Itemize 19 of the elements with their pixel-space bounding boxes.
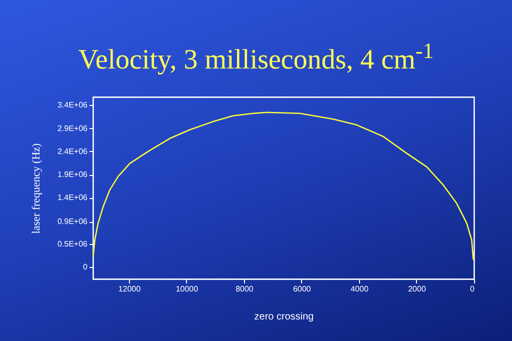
y-tick-label: 0	[83, 262, 88, 272]
y-tick-label: 0.5E+06	[57, 239, 88, 248]
y-tick-label: 2.9E+06	[57, 124, 88, 133]
y-tick-label: 2.4E+06	[57, 146, 88, 156]
chart-title: Velocity, 3 milliseconds, 4 cm$^{-1}$	[77, 38, 435, 76]
line-series	[92, 112, 474, 260]
y-tick-label: 0.9E+06	[57, 217, 88, 226]
x-tick-label: 12000	[118, 284, 142, 294]
x-tick-label: 2000	[408, 284, 426, 294]
x-tick-label: 4000	[350, 284, 369, 294]
x-tick-label: 6000	[293, 284, 312, 294]
y-axis-title: laser frequency (Hz)	[30, 142, 42, 234]
x-tick-label: 10000	[176, 284, 199, 294]
y-tick-label: 3.4E+06	[57, 100, 88, 110]
y-tick-label: 1.4E+06	[57, 193, 88, 202]
x-tick-label: 0	[470, 284, 476, 294]
y-tick-label: 1.9E+06	[57, 170, 88, 180]
x-axis-title: zero crossing	[254, 312, 314, 322]
x-tick-label: 8000	[236, 284, 254, 294]
